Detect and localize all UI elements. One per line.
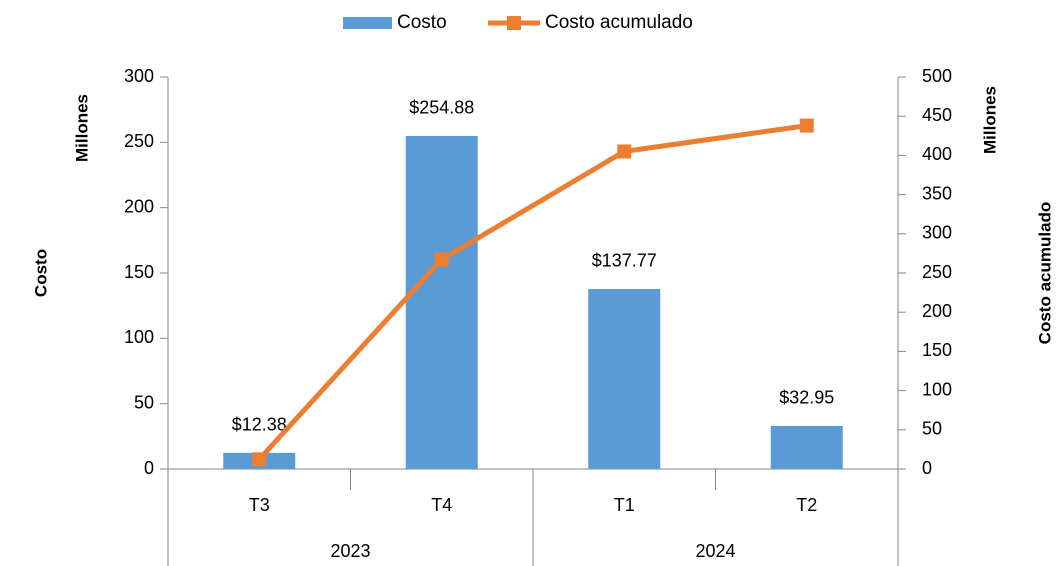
y2-tick-label: 300 <box>922 223 952 243</box>
y2-axis-unit: Millones <box>980 86 999 154</box>
legend-swatch <box>343 17 392 29</box>
line-marker <box>434 252 449 267</box>
legend-label: Costo <box>397 12 447 33</box>
data-label: $137.77 <box>592 251 657 271</box>
y2-tick-label: 150 <box>922 340 952 360</box>
x-tick-label: T4 <box>431 495 452 515</box>
x-tick-label: T3 <box>249 495 270 515</box>
y2-tick-label: 100 <box>922 379 952 399</box>
y-tick-label: 100 <box>124 327 154 347</box>
x-tick-label: T2 <box>796 495 817 515</box>
line-marker <box>617 144 632 159</box>
bar <box>588 288 661 469</box>
y-tick-label: 200 <box>124 196 154 216</box>
bar <box>405 135 478 470</box>
y-tick-label: 0 <box>144 458 154 478</box>
legend-label: Costo acumulado <box>545 12 693 33</box>
y-tick-label: 300 <box>124 66 154 86</box>
y-axis-unit: Millones <box>72 94 91 162</box>
line-marker <box>799 118 814 133</box>
data-label: $254.88 <box>409 98 474 118</box>
y2-tick-label: 0 <box>922 458 932 478</box>
bar <box>770 425 843 469</box>
y2-tick-label: 50 <box>922 419 942 439</box>
data-label: $12.38 <box>232 415 287 435</box>
y-axis-title: Costo <box>31 249 50 297</box>
line-marker <box>252 452 267 467</box>
group-label: 2024 <box>695 541 735 561</box>
data-label: $32.95 <box>779 388 834 408</box>
line <box>257 123 808 461</box>
y2-tick-label: 450 <box>922 105 952 125</box>
group-label: 2023 <box>330 541 370 561</box>
y2-axis-title: Costo acumulado <box>1035 202 1054 345</box>
y2-tick-label: 400 <box>922 144 952 164</box>
x-tick-label: T1 <box>614 495 635 515</box>
y2-tick-label: 250 <box>922 262 952 282</box>
y2-tick-label: 350 <box>922 183 952 203</box>
y-tick-label: 250 <box>124 131 154 151</box>
y2-tick-label: 500 <box>922 66 952 86</box>
y-tick-label: 150 <box>124 262 154 282</box>
legend-swatch-marker <box>507 16 521 30</box>
y-tick-label: 50 <box>134 392 154 412</box>
y2-tick-label: 200 <box>922 301 952 321</box>
